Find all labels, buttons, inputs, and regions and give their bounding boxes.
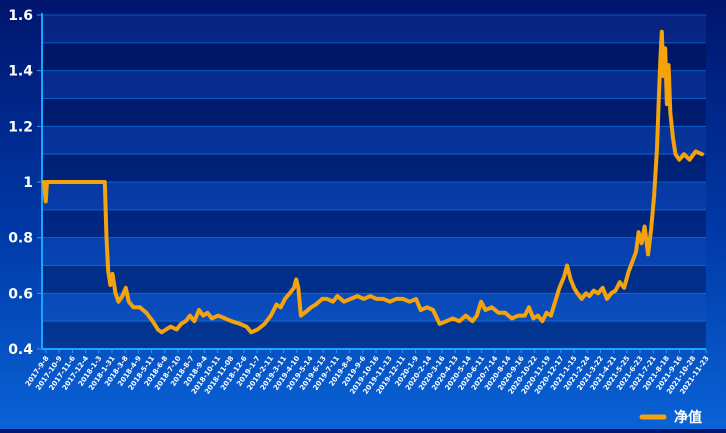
legend: 净值 [639,409,702,426]
y-tick-label: 1 [23,175,33,191]
x-axis-ticks: 2017-9-82017-10-92017-11-62017-12-42018-… [24,349,711,396]
y-tick-label: 0.8 [8,231,33,247]
plot-band [42,209,706,238]
y-tick-label: 1.4 [8,64,33,80]
plot-band [42,182,706,210]
series-line-0 [42,29,704,335]
y-tick-label: 0.4 [8,342,33,358]
y-tick-label: 0.6 [8,286,33,302]
plot-bands [42,15,706,349]
legend-label: 净值 [674,409,702,426]
y-axis-ticks: 0.4 0.6 0.8 1 1.2 1.4 1.6 [8,8,42,358]
plot-band [42,321,706,349]
plot-band [42,126,706,155]
plot-band [42,98,706,127]
plot-band [42,15,706,43]
plot-band [42,265,706,294]
plot-band [42,237,706,266]
axes [41,13,706,350]
plot-band [42,154,706,182]
y-tick-label: 1.2 [8,119,33,135]
y-tick-label: 1.6 [8,8,33,24]
series-layer [42,29,704,335]
plot-band [42,42,706,71]
plot-band [42,70,706,99]
